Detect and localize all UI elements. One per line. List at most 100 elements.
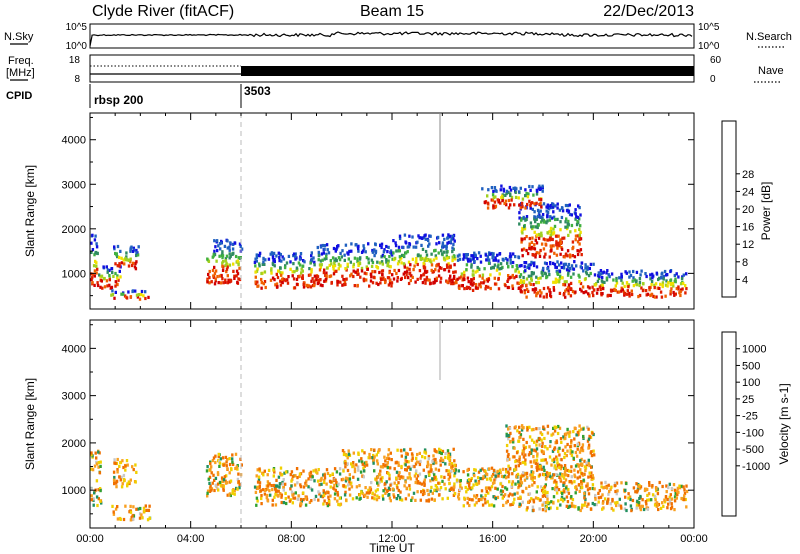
scatter-cell <box>508 480 511 484</box>
scatter-cell <box>397 268 401 273</box>
scatter-cell <box>357 468 360 472</box>
scatter-cell <box>224 481 228 485</box>
scatter-cell <box>627 285 630 289</box>
scatter-cell <box>213 478 216 482</box>
scatter-cell <box>627 492 630 496</box>
scatter-cell <box>279 271 282 275</box>
scatter-cell <box>435 256 438 260</box>
scatter-cell <box>217 455 220 459</box>
scatter-cell <box>601 292 604 296</box>
scatter-cell <box>435 276 438 280</box>
scatter-cell <box>572 456 575 460</box>
scatter-cell <box>219 281 223 285</box>
scatter-cell <box>429 479 432 483</box>
scatter-cell <box>612 278 615 282</box>
scatter-cell <box>279 492 282 496</box>
scatter-cell <box>673 488 677 492</box>
scatter-cell <box>333 261 336 265</box>
scatter-cell <box>129 295 133 299</box>
scatter-cell <box>272 251 276 255</box>
scatter-cell <box>570 223 574 228</box>
scatter-cell <box>114 262 117 266</box>
scatter-cell <box>114 461 117 465</box>
scatter-cell <box>277 475 281 479</box>
scatter-cell <box>530 497 533 501</box>
scatter-cell <box>387 471 390 475</box>
scatter-cell <box>371 496 374 500</box>
scatter-cell <box>567 262 571 267</box>
scatter-cell <box>450 466 454 470</box>
scatter-cell <box>620 481 623 485</box>
scatter-cell <box>498 267 501 271</box>
scatter-cell <box>341 249 344 253</box>
scatter-cell <box>510 482 514 486</box>
scatter-cell <box>586 439 590 443</box>
scatter-cell <box>570 453 574 458</box>
scatter-cell <box>106 270 109 274</box>
scatter-cell <box>313 479 316 483</box>
scatter-cell <box>347 257 350 261</box>
scatter-cell <box>395 470 399 474</box>
scatter-cell <box>544 509 547 513</box>
scatter-cell <box>526 265 529 269</box>
power-scatter-data <box>90 184 688 301</box>
scatter-cell <box>648 481 651 485</box>
scatter-cell <box>518 211 521 215</box>
scatter-cell <box>554 466 557 470</box>
scatter-cell <box>337 256 341 260</box>
scatter-cell <box>526 252 530 256</box>
colorbar-tick-label: 4 <box>742 274 748 286</box>
nsky-label: N.Sky <box>4 31 34 43</box>
scatter-cell <box>360 457 363 461</box>
scatter-cell <box>478 274 481 278</box>
scatter-cell <box>457 497 461 501</box>
scatter-cell <box>624 488 627 492</box>
scatter-cell <box>497 287 501 291</box>
scatter-cell <box>578 429 581 433</box>
xtick-label: 16:00 <box>479 533 507 545</box>
scatter-cell <box>518 455 521 459</box>
scatter-cell <box>240 463 243 467</box>
scatter-cell <box>586 265 589 269</box>
scatter-cell <box>411 496 414 500</box>
scatter-cell <box>351 497 355 501</box>
scatter-cell <box>542 286 546 291</box>
scatter-cell <box>336 490 339 495</box>
scatter-cell <box>309 486 312 490</box>
scatter-cell <box>627 283 631 287</box>
scatter-cell <box>612 508 615 512</box>
xtick-label: 08:00 <box>278 533 306 545</box>
scatter-cell <box>496 198 499 202</box>
scatter-cell <box>367 261 370 265</box>
scatter-cell <box>405 273 408 277</box>
scatter-cell <box>263 492 267 496</box>
scatter-cell <box>672 284 675 288</box>
scatter-cell <box>453 492 457 496</box>
scatter-cell <box>633 278 637 282</box>
scatter-cell <box>90 494 93 498</box>
scatter-cell <box>462 257 465 261</box>
scatter-cell <box>584 277 587 281</box>
scatter-cell <box>411 257 415 261</box>
scatter-cell <box>518 222 521 226</box>
scatter-cell <box>530 245 533 249</box>
scatter-cell <box>343 493 347 497</box>
scatter-cell <box>538 427 541 431</box>
scatter-cell <box>435 485 439 489</box>
scatter-cell <box>134 289 137 293</box>
scatter-cell <box>93 491 96 495</box>
scatter-cell <box>630 289 633 293</box>
scatter-cell <box>524 462 527 466</box>
scatter-cell <box>382 489 385 493</box>
scatter-cell <box>415 460 419 464</box>
scatter-cell <box>578 217 581 221</box>
scatter-cell <box>466 468 469 472</box>
scatter-cell <box>682 273 685 277</box>
scatter-cell <box>422 262 425 266</box>
scatter-cell <box>385 258 388 262</box>
scatter-cell <box>492 495 495 499</box>
scatter-cell <box>420 256 424 261</box>
scatter-cell <box>463 496 466 500</box>
scatter-cell <box>291 274 294 278</box>
scatter-cell <box>546 231 549 235</box>
